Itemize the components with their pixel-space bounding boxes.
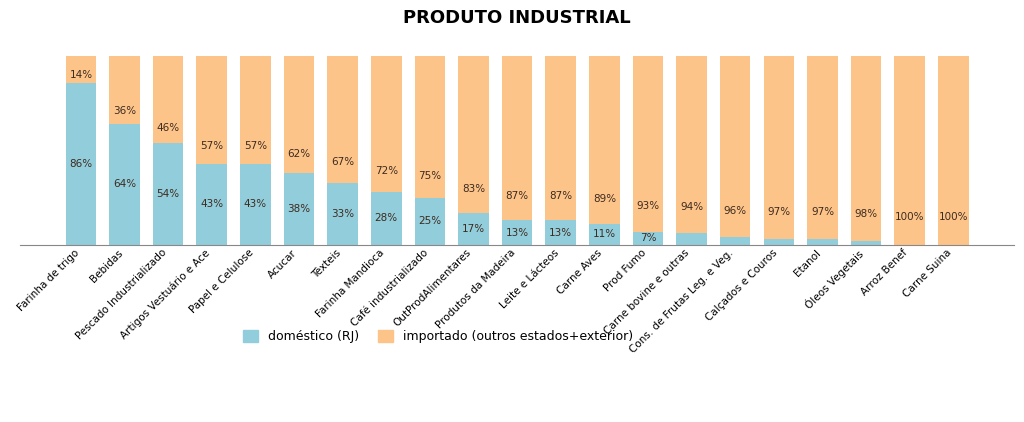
Text: 57%: 57% bbox=[201, 141, 223, 151]
Bar bbox=[284, 57, 314, 173]
Text: 25%: 25% bbox=[419, 216, 441, 226]
Bar bbox=[458, 57, 488, 213]
Bar bbox=[371, 192, 401, 245]
Text: 46%: 46% bbox=[157, 123, 179, 133]
Bar bbox=[66, 83, 96, 245]
Bar bbox=[197, 57, 227, 164]
Bar bbox=[851, 57, 882, 241]
Bar bbox=[720, 237, 751, 245]
Text: 97%: 97% bbox=[811, 207, 834, 217]
Text: 89%: 89% bbox=[593, 194, 615, 204]
Bar bbox=[328, 57, 358, 183]
Bar bbox=[764, 239, 795, 245]
Bar bbox=[546, 57, 577, 220]
Bar bbox=[894, 57, 925, 245]
Bar bbox=[720, 57, 751, 237]
Bar bbox=[66, 57, 96, 83]
Text: 96%: 96% bbox=[724, 206, 746, 216]
Title: PRODUTO INDUSTRIAL: PRODUTO INDUSTRIAL bbox=[403, 8, 631, 27]
Text: 43%: 43% bbox=[244, 199, 267, 209]
Bar bbox=[633, 232, 664, 245]
Bar bbox=[589, 57, 620, 224]
Bar bbox=[589, 224, 620, 245]
Bar bbox=[153, 57, 183, 143]
Bar bbox=[764, 57, 795, 239]
Text: 87%: 87% bbox=[506, 191, 528, 200]
Text: 94%: 94% bbox=[680, 202, 703, 212]
Text: 100%: 100% bbox=[895, 212, 925, 222]
Bar bbox=[284, 173, 314, 245]
Text: 62%: 62% bbox=[288, 149, 310, 159]
Bar bbox=[328, 183, 358, 245]
Text: 57%: 57% bbox=[244, 141, 267, 151]
Bar bbox=[851, 241, 882, 245]
Bar bbox=[415, 197, 445, 245]
Text: 13%: 13% bbox=[506, 227, 528, 238]
Bar bbox=[197, 164, 227, 245]
Text: 13%: 13% bbox=[549, 227, 572, 238]
Text: 75%: 75% bbox=[419, 171, 441, 181]
Text: 14%: 14% bbox=[70, 70, 92, 80]
Bar bbox=[110, 124, 140, 245]
Text: 98%: 98% bbox=[855, 209, 878, 219]
Bar bbox=[458, 213, 488, 245]
Bar bbox=[676, 233, 707, 245]
Text: 67%: 67% bbox=[331, 157, 354, 168]
Bar bbox=[938, 57, 969, 245]
Text: 17%: 17% bbox=[462, 224, 485, 234]
Text: 7%: 7% bbox=[640, 233, 656, 243]
Text: 87%: 87% bbox=[549, 191, 572, 200]
Bar bbox=[633, 57, 664, 232]
Bar bbox=[502, 57, 532, 220]
Bar bbox=[807, 57, 838, 239]
Bar bbox=[153, 143, 183, 245]
Text: 54%: 54% bbox=[157, 189, 179, 199]
Text: 64%: 64% bbox=[113, 179, 136, 189]
Text: 86%: 86% bbox=[70, 159, 92, 169]
Bar bbox=[415, 57, 445, 197]
Text: 72%: 72% bbox=[375, 166, 397, 176]
Text: 36%: 36% bbox=[113, 106, 136, 116]
Bar bbox=[110, 57, 140, 124]
Text: 28%: 28% bbox=[375, 214, 397, 223]
Bar bbox=[240, 164, 270, 245]
Text: 100%: 100% bbox=[939, 212, 968, 222]
Bar bbox=[502, 220, 532, 245]
Bar bbox=[546, 220, 577, 245]
Text: 83%: 83% bbox=[462, 184, 485, 194]
Text: 93%: 93% bbox=[637, 200, 659, 211]
Text: 97%: 97% bbox=[767, 207, 791, 217]
Bar bbox=[240, 57, 270, 164]
Bar bbox=[371, 57, 401, 192]
Text: 33%: 33% bbox=[331, 208, 354, 219]
Text: 11%: 11% bbox=[593, 230, 615, 239]
Text: 38%: 38% bbox=[288, 204, 310, 214]
Bar bbox=[676, 57, 707, 233]
Legend: doméstico (RJ), importado (outros estados+exterior): doméstico (RJ), importado (outros estado… bbox=[238, 325, 638, 348]
Bar bbox=[807, 239, 838, 245]
Text: 43%: 43% bbox=[201, 199, 223, 209]
